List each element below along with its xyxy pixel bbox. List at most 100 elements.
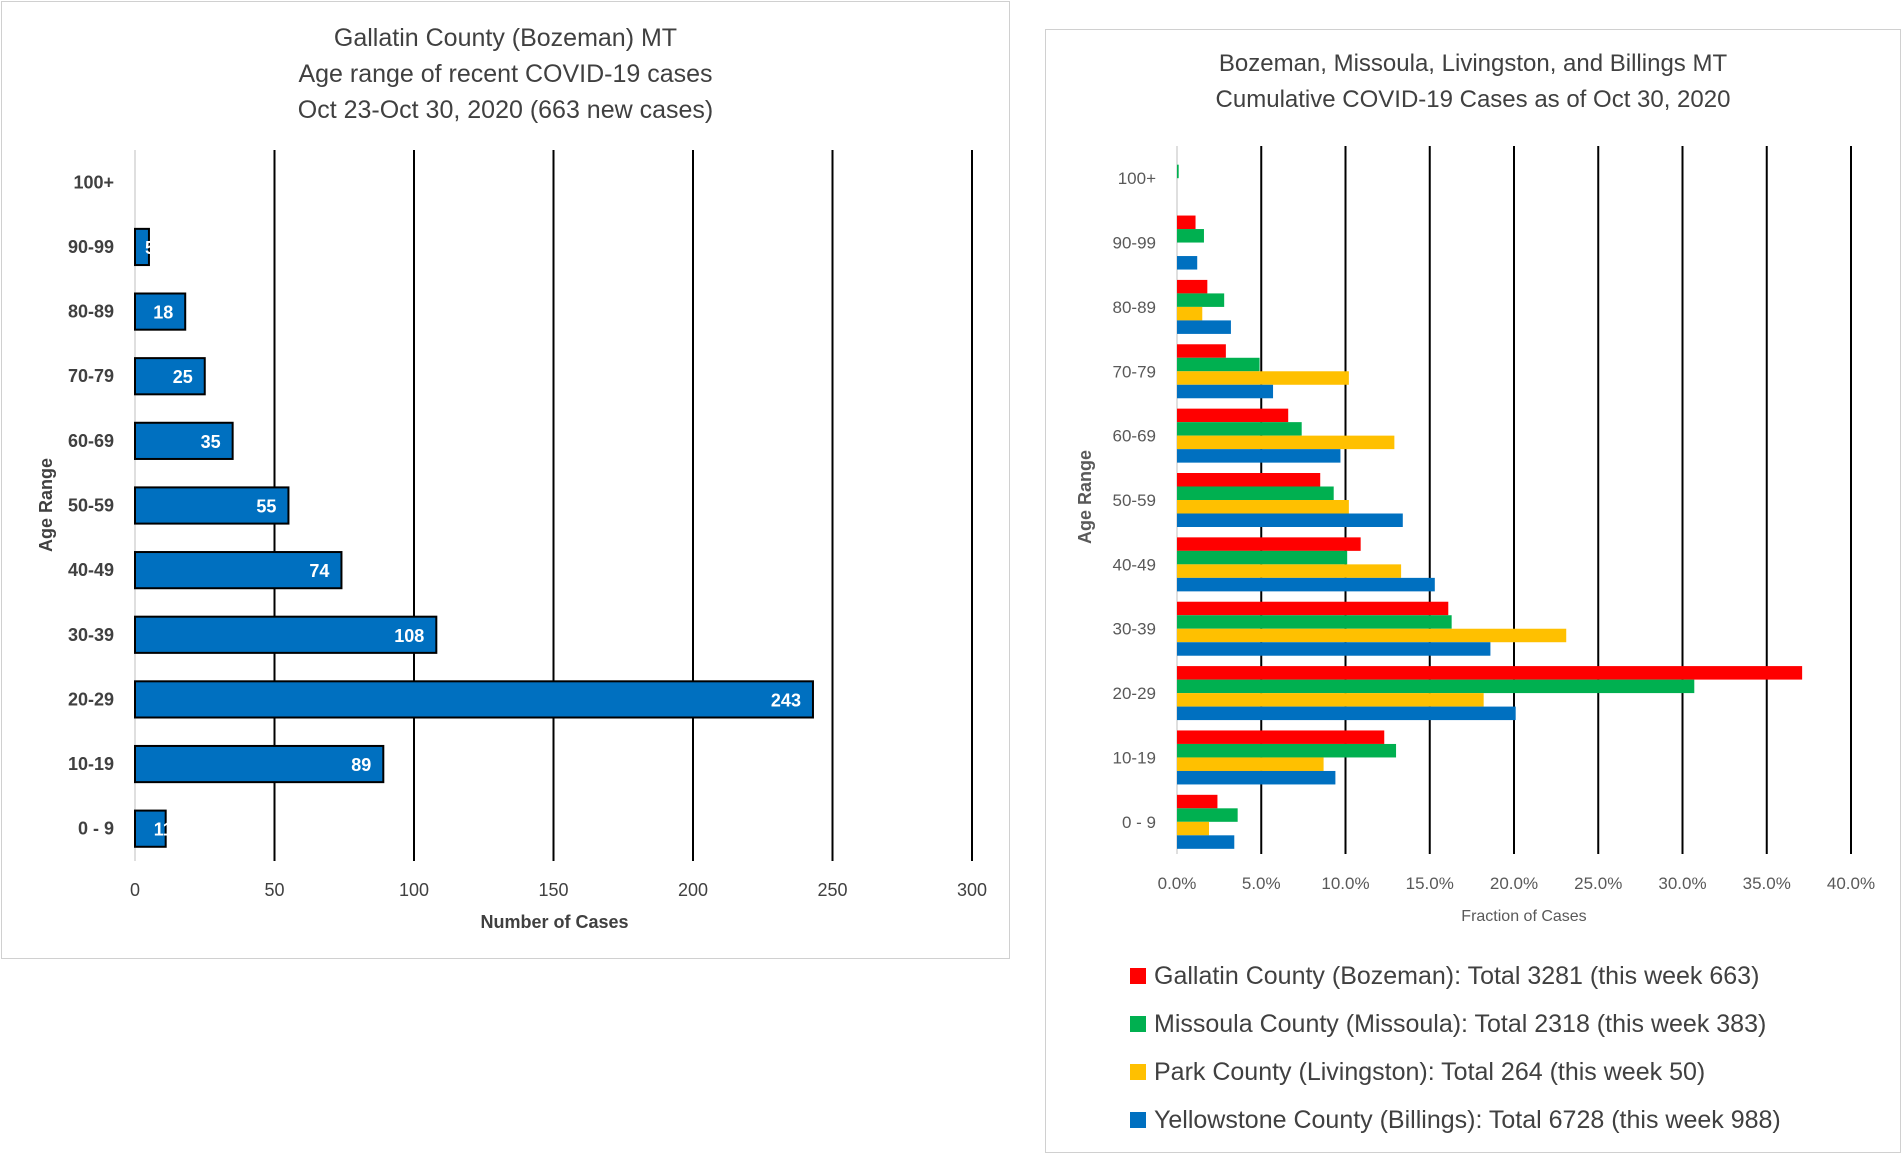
data-label: 55: [256, 497, 276, 517]
bar: [1177, 256, 1198, 270]
legend-item: Park County (Livingston): Total 264 (thi…: [1130, 1048, 1781, 1096]
bar: [1177, 486, 1334, 500]
legend-label: Gallatin County (Bozeman): Total 3281 (t…: [1154, 961, 1760, 990]
bar: [1177, 743, 1397, 758]
bar: [1177, 357, 1260, 372]
bar: [134, 292, 187, 331]
bar: [1177, 384, 1274, 399]
legend-swatch: [1130, 1064, 1146, 1080]
x-tick-label: 0: [130, 880, 140, 900]
chart-title-line-1: Bozeman, Missoula, Livingston, and Billi…: [1218, 50, 1728, 77]
bar: [1177, 835, 1235, 849]
y-tick-label: 30-39: [68, 625, 114, 645]
bar: [1177, 601, 1449, 616]
chart-title-line-1: Gallatin County (Bozeman) MT: [333, 24, 678, 52]
bar: [1177, 344, 1226, 358]
bar: [134, 680, 814, 719]
y-axis-title: Age Range: [1075, 450, 1095, 544]
chart-title-line-2: Age range of recent COVID-19 cases: [298, 60, 713, 88]
legend-item: Gallatin County (Bozeman): Total 3281 (t…: [1130, 952, 1781, 1000]
data-label: 74: [309, 561, 329, 581]
legend-item: Yellowstone County (Billings): Total 672…: [1130, 1096, 1781, 1144]
y-tick-label: 60-69: [68, 431, 114, 451]
cumulative-fraction-chart-panel: Bozeman, Missoula, Livingston, and Billi…: [1045, 29, 1901, 1153]
data-label: 89: [351, 755, 371, 775]
bar: [1177, 537, 1361, 551]
y-tick-label: 50-59: [1113, 491, 1156, 510]
y-tick-label: 10-19: [1113, 748, 1156, 767]
bar: [1177, 435, 1395, 450]
x-tick-label: 0.0%: [1158, 874, 1197, 893]
chart-title-line-2: Cumulative COVID-19 Cases as of Oct 30, …: [1215, 86, 1731, 113]
y-tick-label: 60-69: [1113, 427, 1156, 446]
data-label: 35: [201, 432, 221, 452]
x-tick-label: 35.0%: [1743, 874, 1791, 893]
bar: [1177, 500, 1349, 514]
data-label: 108: [394, 626, 424, 646]
y-tick-label: 70-79: [68, 366, 114, 386]
y-tick-label: 90-99: [1113, 234, 1156, 253]
bar: [1177, 706, 1516, 721]
y-tick-label: 100+: [73, 172, 114, 192]
bar: [1177, 164, 1179, 179]
x-tick-label: 250: [817, 880, 847, 900]
x-tick-label: 15.0%: [1406, 874, 1454, 893]
bar: [134, 809, 167, 848]
bar: [1177, 693, 1484, 707]
legend-item: Missoula County (Missoula): Total 2318 (…: [1130, 1000, 1781, 1048]
bar: [1177, 615, 1452, 629]
bar: [1177, 408, 1289, 423]
bar: [134, 615, 438, 654]
bar: [1177, 513, 1403, 527]
data-label: 18: [153, 303, 173, 323]
bar: [1177, 821, 1210, 836]
bar: [134, 357, 206, 396]
y-tick-label: 70-79: [1113, 362, 1156, 381]
data-label: 5: [145, 238, 155, 258]
bar: [1177, 808, 1238, 822]
bar: [1177, 215, 1196, 230]
y-tick-label: 0 - 9: [1122, 813, 1156, 832]
y-tick-label: 20-29: [68, 689, 114, 709]
y-tick-label: 40-49: [68, 560, 114, 580]
bar: [134, 421, 234, 460]
x-tick-label: 50: [264, 880, 284, 900]
y-tick-label: 10-19: [68, 754, 114, 774]
bar: [1177, 730, 1385, 744]
y-tick-label: 20-29: [1113, 684, 1156, 703]
bar: [1177, 679, 1695, 694]
y-tick-label: 30-39: [1113, 620, 1156, 639]
legend-swatch: [1130, 968, 1146, 984]
data-label: 11: [154, 820, 173, 840]
x-tick-label: 10.0%: [1321, 874, 1369, 893]
bar: [1177, 279, 1208, 294]
legend-swatch: [1130, 1112, 1146, 1128]
bar: [1177, 666, 1803, 680]
bar: [1177, 757, 1324, 771]
bar: [134, 227, 150, 267]
x-tick-label: 25.0%: [1574, 874, 1622, 893]
y-tick-label: 40-49: [1113, 555, 1156, 574]
bar: [1177, 293, 1225, 307]
bar: [1177, 770, 1336, 785]
x-tick-label: 20.0%: [1490, 874, 1538, 893]
x-tick-label: 5.0%: [1242, 874, 1281, 893]
chart-title: Gallatin County (Bozeman) MT Age range o…: [2, 20, 1009, 128]
y-tick-label: 0 - 9: [78, 819, 114, 839]
x-tick-label: 40.0%: [1827, 874, 1875, 893]
chart-title-line-3: Oct 23-Oct 30, 2020 (663 new cases): [297, 96, 714, 124]
bar: [1177, 306, 1203, 321]
bar: [1177, 422, 1302, 436]
x-tick-label: 150: [538, 880, 568, 900]
cumulative-fraction-bar-chart: 0.0% 5.0% 10.0% 15.0% 20.0% 25.0% 30.0% 35.0% 40…: [1075, 146, 1875, 925]
x-tick-label: 30.0%: [1658, 874, 1706, 893]
bar: [1177, 794, 1218, 809]
data-label: 25: [173, 367, 193, 387]
x-tick-label: 200: [678, 880, 708, 900]
y-tick-label: 90-99: [68, 237, 114, 257]
bar: [1177, 229, 1204, 243]
bar: [1177, 628, 1567, 643]
y-tick-label: 100+: [1118, 169, 1156, 188]
y-tick-label: 80-89: [1113, 298, 1156, 317]
legend-label: Park County (Livingston): Total 264 (thi…: [1154, 1057, 1706, 1086]
